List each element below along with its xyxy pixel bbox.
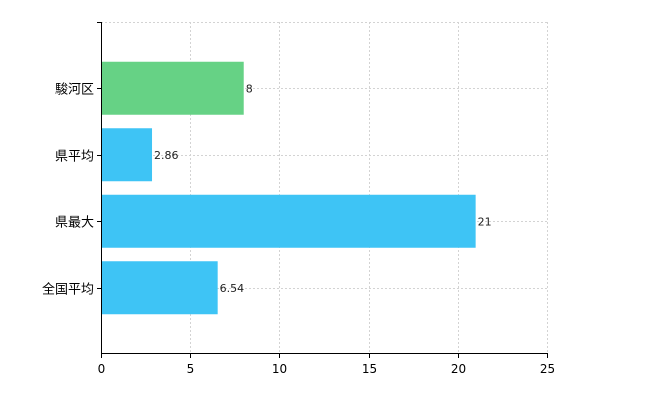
bar: [102, 261, 218, 315]
axis-layer: [97, 22, 548, 358]
grid-layer: [101, 22, 548, 353]
bar-layer: [102, 61, 476, 315]
y-tick-label: 全国平均: [42, 282, 94, 298]
data-label: 2.86: [154, 149, 179, 162]
data-label: 6.54: [220, 282, 245, 295]
y-tick-label: 駿河区: [55, 83, 94, 98]
data-label: 8: [246, 82, 253, 95]
bar: [102, 61, 244, 115]
x-tick-label: 20: [451, 362, 466, 376]
x-tick-label: 10: [272, 362, 287, 376]
y-tick-label: 県最大: [55, 216, 94, 231]
x-tick-label: 25: [540, 362, 555, 376]
y-tick-label: 県平均: [55, 150, 94, 165]
x-tick-label: 0: [98, 362, 106, 376]
data-label: 21: [478, 215, 492, 228]
x-tick-label: 15: [362, 362, 377, 376]
bar: [102, 194, 476, 248]
x-tick-label: 5: [187, 362, 195, 376]
bar: [102, 128, 153, 182]
